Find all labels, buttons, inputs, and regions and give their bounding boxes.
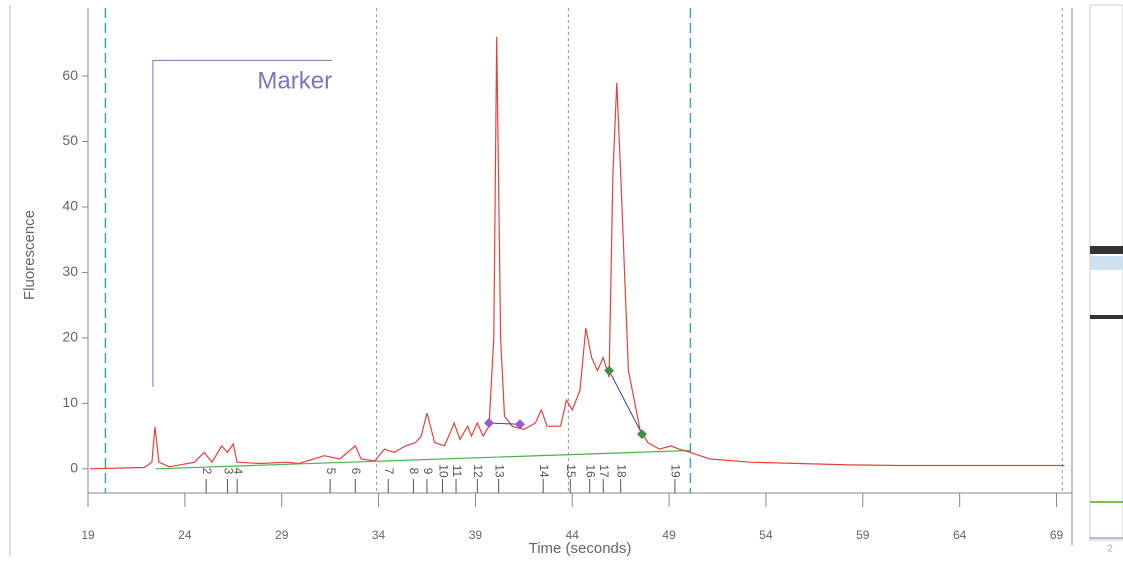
x-tick-label: 19 <box>81 528 95 542</box>
x-tick-label: 34 <box>372 528 386 542</box>
y-tick-label: 60 <box>62 67 78 83</box>
peak-label: 2 <box>200 468 214 475</box>
peak-label: 5 <box>324 468 338 475</box>
y-tick-label: 20 <box>62 329 78 345</box>
peak-label: 7 <box>382 468 396 475</box>
x-tick-label: 29 <box>275 528 289 542</box>
peak-label: 18 <box>615 464 629 478</box>
peak-label: 16 <box>584 464 598 478</box>
gel-band <box>1090 246 1123 254</box>
peak-label: 19 <box>669 464 683 478</box>
y-tick-label: 30 <box>62 263 78 279</box>
gel-lane <box>1090 5 1123 540</box>
chart: Fluorescence Time (seconds) 2 0 10 20 30 40 5… <box>0 0 1123 561</box>
peak-label: 17 <box>597 464 611 478</box>
gel-strip: 2 <box>1090 5 1123 555</box>
x-tick-label: 64 <box>953 528 967 542</box>
peak-label: 6 <box>349 468 363 475</box>
peak-label: 14 <box>537 464 551 478</box>
gel-band <box>1090 256 1123 270</box>
y-tick-label: 0 <box>70 459 78 475</box>
peak-label: 4 <box>231 468 245 475</box>
background <box>0 0 1123 561</box>
peak-label: 12 <box>471 464 485 478</box>
y-tick-label: 10 <box>62 394 78 410</box>
peak-label: 13 <box>492 464 506 478</box>
peak-label: 8 <box>407 468 421 475</box>
gel-band <box>1090 315 1123 319</box>
gel-label: 2 <box>1107 544 1113 555</box>
x-axis-label: Time (seconds) <box>529 540 632 557</box>
gel-band <box>1090 501 1123 503</box>
x-tick-label: 39 <box>469 528 483 542</box>
x-tick-label: 24 <box>178 528 192 542</box>
marker-label: Marker <box>257 68 332 95</box>
peak-label: 15 <box>564 464 578 478</box>
x-tick-label: 59 <box>856 528 870 542</box>
peak-label: 9 <box>421 468 435 475</box>
x-tick-label: 69 <box>1050 528 1064 542</box>
x-tick-label: 49 <box>662 528 676 542</box>
peak-label: 10 <box>436 464 450 478</box>
y-axis-label: Fluorescence <box>21 210 38 300</box>
x-tick-label: 44 <box>566 528 580 542</box>
y-tick-label: 40 <box>62 198 78 214</box>
y-tick-label: 50 <box>62 132 78 148</box>
x-tick-label: 54 <box>759 528 773 542</box>
peak-label: 11 <box>450 465 464 478</box>
